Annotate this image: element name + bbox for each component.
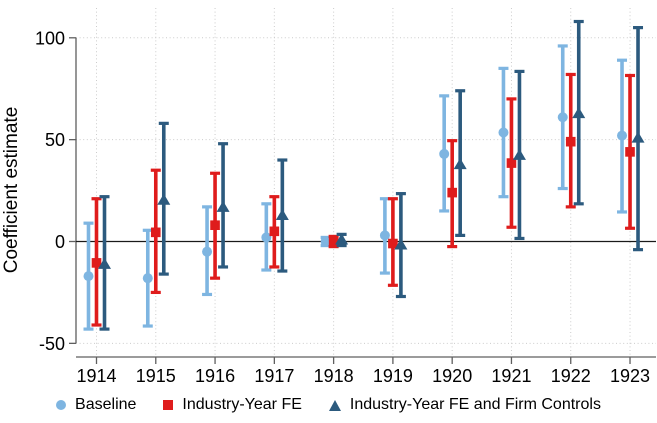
marker-baseline-1917 (261, 232, 272, 243)
marker-baseline-1918 (320, 236, 331, 247)
marker-industry-year-fe-firm-controls-1919 (394, 238, 408, 250)
x-tick-label: 1918 (314, 366, 354, 386)
x-tick-label: 1922 (551, 366, 591, 386)
marker-industry-year-fe-1921 (506, 158, 517, 168)
x-tick-label: 1920 (432, 366, 472, 386)
marker-baseline-1916 (202, 246, 213, 257)
marker-baseline-1919 (379, 230, 390, 241)
legend-label: Industry-Year FE and Firm Controls (349, 396, 601, 413)
marker-baseline-1922 (557, 112, 568, 123)
x-tick-label: 1917 (254, 366, 294, 386)
x-tick-label: 1916 (195, 366, 235, 386)
marker-industry-year-fe-firm-controls-1916 (216, 200, 230, 212)
y-tick-label: 50 (45, 130, 65, 150)
marker-industry-year-fe-1923 (625, 147, 635, 157)
marker-industry-year-fe-firm-controls-1918 (335, 233, 349, 245)
marker-baseline-1921 (498, 127, 509, 138)
x-tick-label: 1923 (610, 366, 650, 386)
x-tick-label: 1915 (136, 366, 176, 386)
marker-industry-year-fe-firm-controls-1917 (275, 209, 289, 221)
marker-baseline-1915 (142, 273, 153, 284)
marker-baseline-1923 (617, 130, 628, 141)
marker-industry-year-fe-1915 (150, 227, 161, 238)
marker-baseline-1914 (83, 271, 94, 282)
marker-industry-year-fe-1917 (269, 226, 280, 237)
y-tick-label: 100 (35, 28, 65, 48)
marker-industry-year-fe-firm-controls-1921 (512, 148, 526, 160)
marker-industry-year-fe-1914 (91, 258, 102, 268)
marker-industry-year-fe-firm-controls-1922 (572, 107, 586, 119)
triangle-marker-icon (328, 399, 341, 411)
marker-baseline-1920 (439, 148, 450, 159)
marker-industry-year-fe-1920 (447, 187, 457, 198)
y-tick-label: -50 (39, 334, 65, 354)
square-marker-icon (163, 400, 174, 410)
marker-industry-year-fe-1922 (565, 136, 576, 147)
legend-item-industry-year-fe: Industry-Year FE (163, 396, 302, 414)
y-tick-label: 0 (55, 232, 65, 252)
x-tick-label: 1914 (76, 366, 116, 386)
x-tick-label: 1921 (491, 366, 531, 386)
x-tick-label: 1919 (373, 366, 413, 386)
marker-industry-year-fe-firm-controls-1914 (98, 257, 111, 269)
legend-item-baseline: Baseline (56, 396, 136, 414)
plot-content: -50 0 50 100 1914 1915 1916 1917 1918 1919 1920 192… (35, 8, 656, 386)
legend-item-industry-year-fe-firm-controls: Industry-Year FE and Firm Controls (328, 396, 601, 414)
marker-industry-year-fe-firm-controls-1915 (157, 193, 171, 205)
marker-industry-year-fe-1919 (388, 238, 398, 249)
legend: Baseline Industry-Year FE Industry-Year FE… (0, 392, 657, 418)
y-axis-title: Coefficient estimate (1, 107, 22, 274)
marker-industry-year-fe-1918 (328, 236, 339, 247)
coefficient-plot: Coefficient estimate -50 0 50 100 1914 1915 19… (1, 8, 656, 386)
legend-label: Industry-Year FE (182, 396, 302, 413)
circle-marker-icon (56, 400, 67, 410)
marker-industry-year-fe-firm-controls-1920 (453, 158, 467, 170)
marker-industry-year-fe-firm-controls-1923 (631, 131, 645, 143)
legend-label: Baseline (75, 396, 137, 413)
marker-industry-year-fe-1916 (210, 220, 220, 231)
